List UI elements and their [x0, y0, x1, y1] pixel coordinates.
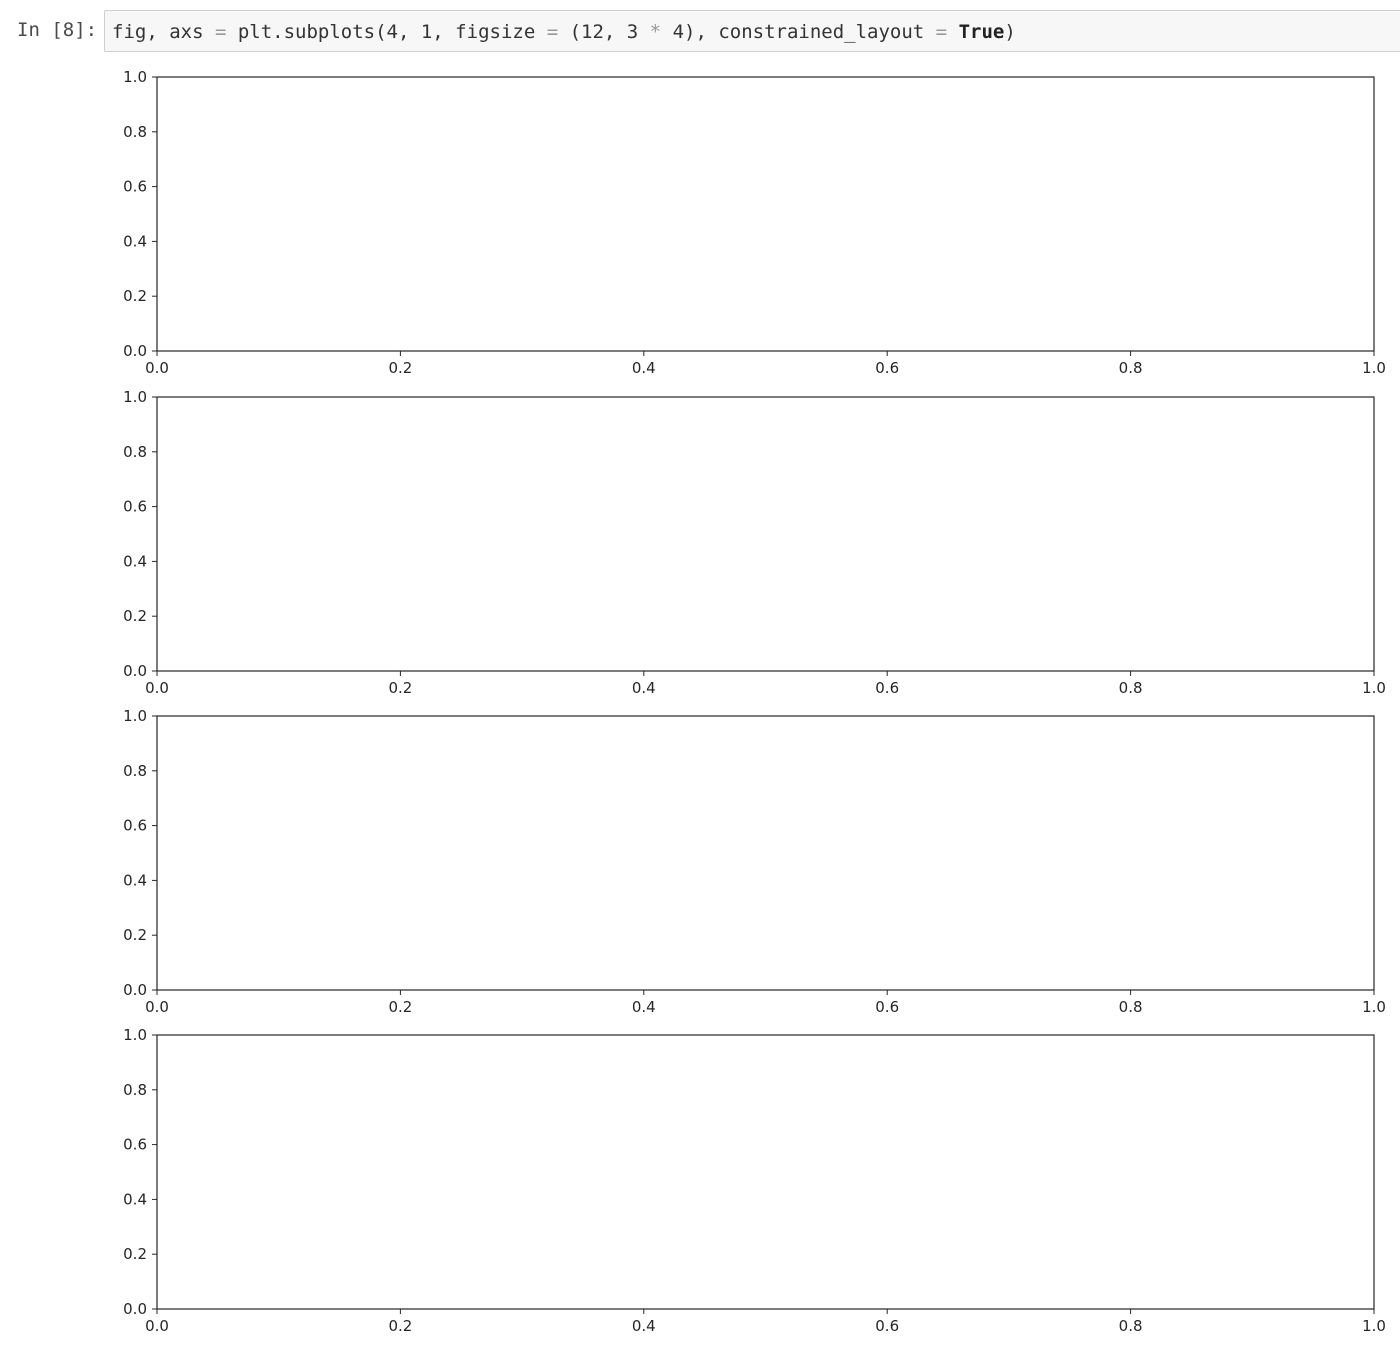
- x-tick-label: 0.6: [875, 679, 899, 697]
- y-tick-label: 0.8: [123, 443, 147, 461]
- x-tick-label: 0.6: [875, 998, 899, 1016]
- y-tick-label: 1.0: [123, 1026, 147, 1044]
- y-tick-label: 0.0: [123, 662, 147, 680]
- code-cell-input[interactable]: fig, axs = plt.subplots(4, 1, figsize = …: [104, 10, 1400, 52]
- code-operator: =: [935, 21, 948, 43]
- code-operator: =: [214, 21, 227, 43]
- y-tick-label: 0.0: [123, 981, 147, 999]
- y-tick-label: 1.0: [123, 707, 147, 725]
- x-tick-label: 0.4: [632, 359, 656, 377]
- code-token: plt.subplots(4, 1, figsize: [226, 21, 547, 43]
- x-tick-label: 1.0: [1362, 998, 1386, 1016]
- x-tick-label: 0.2: [388, 1317, 412, 1335]
- subplot-2: 0.0 0.2 0.4 0.6 0.8 1.0 0.0 0.2 0.4 0.6 0.8 1.0: [123, 388, 1386, 697]
- x-tick-label: 0.8: [1119, 1317, 1143, 1335]
- y-tick-label: 0.6: [123, 498, 147, 516]
- x-tick-label: 0.4: [632, 1317, 656, 1335]
- y-tick-label: 0.8: [123, 762, 147, 780]
- code-token: 4), constrained_layout: [661, 21, 936, 43]
- x-tick-label: 0.6: [875, 1317, 899, 1335]
- code-keyword: True: [958, 21, 1005, 43]
- subplot-4: 0.0 0.2 0.4 0.6 0.8 1.0 0.0 0.2 0.4 0.6 0.8 1.0: [123, 1026, 1386, 1335]
- y-tick-label: 0.2: [123, 1245, 147, 1263]
- y-tick-label: 0.2: [123, 607, 147, 625]
- axes-frame: [156, 715, 1375, 991]
- axes-frame: [156, 396, 1375, 672]
- code-token: fig, axs: [112, 21, 215, 43]
- code-operator: *: [649, 21, 662, 43]
- code-line: fig, axs = plt.subplots(4, 1, figsize = …: [112, 21, 1016, 43]
- x-tick-label: 1.0: [1362, 1317, 1386, 1335]
- x-tick-label: 0.8: [1119, 359, 1143, 377]
- y-tick-label: 0.8: [123, 123, 147, 141]
- code-token: (12, 3: [558, 21, 650, 43]
- x-tick-label: 0.2: [388, 998, 412, 1016]
- x-tick-label: 0.0: [145, 679, 169, 697]
- y-tick-label: 1.0: [123, 68, 147, 86]
- y-tick-label: 0.8: [123, 1081, 147, 1099]
- cell-prompt: In [8]:: [17, 19, 98, 41]
- y-tick-label: 1.0: [123, 388, 147, 406]
- y-tick-label: 0.4: [123, 232, 147, 250]
- x-tick-label: 0.0: [145, 359, 169, 377]
- y-tick-label: 0.0: [123, 1300, 147, 1318]
- x-tick-label: 0.8: [1119, 679, 1143, 697]
- y-tick-label: 0.4: [123, 552, 147, 570]
- axes-frame: [156, 1034, 1375, 1310]
- y-tick-label: 0.2: [123, 926, 147, 944]
- y-tick-label: 0.6: [123, 178, 147, 196]
- subplot-3: 0.0 0.2 0.4 0.6 0.8 1.0 0.0 0.2 0.4 0.6 0.8 1.0: [123, 707, 1386, 1016]
- y-tick-label: 0.4: [123, 871, 147, 889]
- code-token: ): [1004, 21, 1016, 43]
- y-tick-label: 0.0: [123, 342, 147, 360]
- x-tick-label: 1.0: [1362, 359, 1386, 377]
- x-tick-label: 0.0: [145, 1317, 169, 1335]
- y-tick-label: 0.4: [123, 1190, 147, 1208]
- y-tick-label: 0.2: [123, 287, 147, 305]
- y-tick-label: 0.6: [123, 817, 147, 835]
- code-operator: =: [546, 21, 559, 43]
- x-tick-label: 0.2: [388, 679, 412, 697]
- x-tick-label: 0.8: [1119, 998, 1143, 1016]
- x-tick-label: 0.6: [875, 359, 899, 377]
- y-tick-label: 0.6: [123, 1136, 147, 1154]
- x-tick-label: 0.2: [388, 359, 412, 377]
- x-tick-label: 1.0: [1362, 679, 1386, 697]
- x-tick-label: 0.0: [145, 998, 169, 1016]
- x-tick-label: 0.4: [632, 998, 656, 1016]
- axes-frame: [156, 76, 1375, 352]
- subplot-1: 0.0 0.2 0.4 0.6 0.8 1.0 0.0 0.2 0.4 0.6 0.8 1.0: [123, 68, 1386, 377]
- x-tick-label: 0.4: [632, 679, 656, 697]
